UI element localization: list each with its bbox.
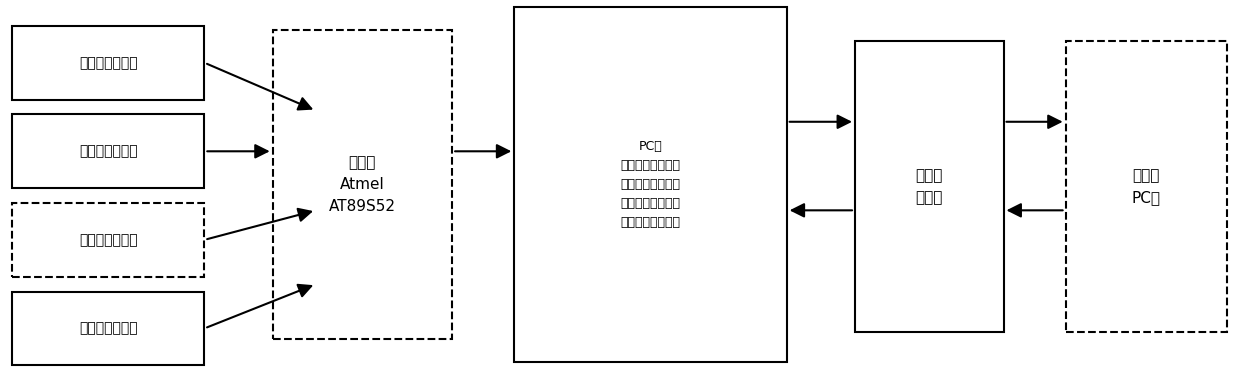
Text: 土壤湿度传感器: 土壤湿度传感器: [79, 144, 138, 158]
Bar: [12, 292, 204, 365]
Bar: [12, 203, 204, 277]
Text: 土壤温度传感器: 土壤温度传感器: [79, 56, 138, 70]
Text: 空气温度传感器: 空气温度传感器: [79, 233, 138, 247]
Bar: [12, 26, 204, 100]
Text: 手机或
PC机: 手机或 PC机: [1131, 168, 1161, 205]
Bar: [1066, 41, 1227, 332]
Text: 单片机
Atmel
AT89S52: 单片机 Atmel AT89S52: [328, 155, 396, 214]
Bar: [273, 30, 452, 339]
Bar: [12, 114, 204, 188]
Text: 电磁阀控制单元: 电磁阀控制单元: [79, 321, 138, 335]
Bar: [855, 41, 1004, 332]
Text: 无线传
输模块: 无线传 输模块: [916, 168, 943, 205]
Text: PC机
（装有智能灌溉控
制系统、基于手机
短信的通讯控制客
户端以及数据库）: PC机 （装有智能灌溉控 制系统、基于手机 短信的通讯控制客 户端以及数据库）: [621, 140, 680, 229]
Bar: [514, 7, 787, 362]
